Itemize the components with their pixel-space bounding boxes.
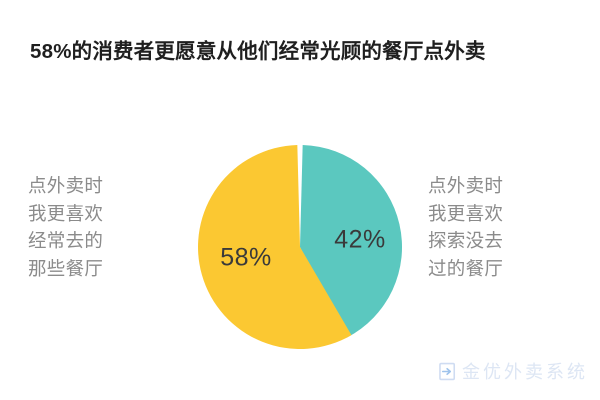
pie-chart-svg: 58% 42% <box>198 145 403 349</box>
pie-label-right-line-2: 我更喜欢 <box>428 202 504 224</box>
pie-slice-value-42: 42% <box>334 226 386 254</box>
pie-label-right-line-4: 过的餐厅 <box>428 257 504 279</box>
pie-label-left: 点外卖时 我更喜欢 经常去的 那些餐厅 <box>28 172 178 282</box>
watermark-text: 金优外卖系统 <box>462 362 588 382</box>
pie-label-right-line-1: 点外卖时 <box>428 175 504 196</box>
pie-slice-58 <box>198 145 352 349</box>
pie-label-left-line-4: 那些餐厅 <box>28 257 104 279</box>
pie-slice-value-58: 58% <box>220 244 272 272</box>
watermark: 金优外卖系统 <box>438 358 588 384</box>
pie-slice-group <box>198 145 403 349</box>
pie-label-right-line-3: 探索没去 <box>428 230 504 251</box>
pie-label-left-line-2: 我更喜欢 <box>28 202 104 224</box>
pie-chart: 58% 42% <box>190 137 410 357</box>
pie-label-right: 点外卖时 我更喜欢 探索没去 过的餐厅 <box>428 172 578 282</box>
pie-slice-42 <box>300 145 403 338</box>
document-arrow-icon <box>439 362 456 380</box>
pie-label-left-line-1: 点外卖时 <box>28 175 104 196</box>
page-title: 58%的消费者更愿意从他们经常光顾的餐厅点外卖 <box>30 40 486 63</box>
pie-label-left-line-3: 经常去的 <box>28 230 104 251</box>
